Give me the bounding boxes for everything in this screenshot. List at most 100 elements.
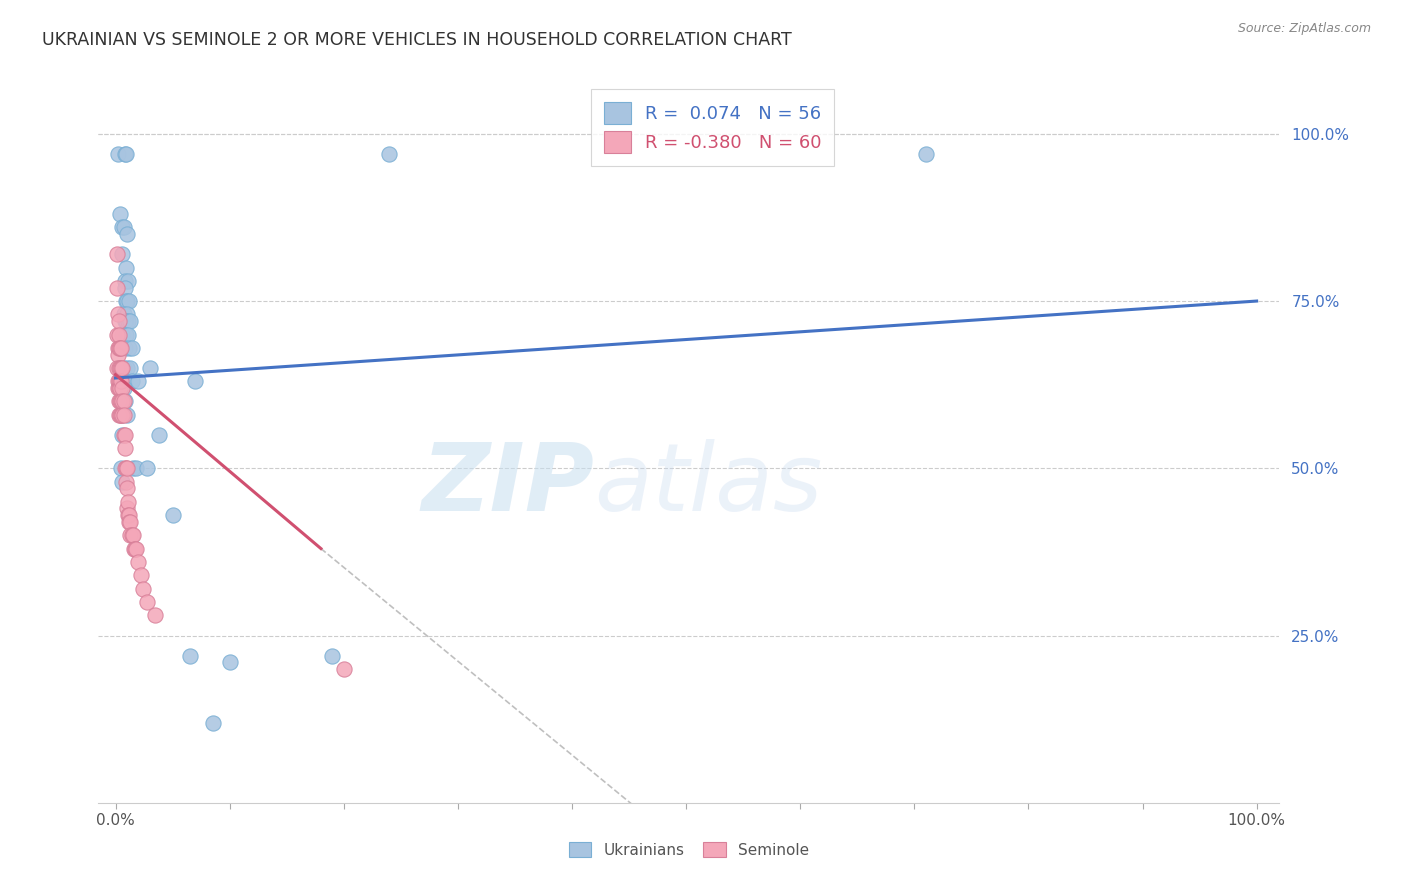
Point xyxy=(114,327,136,342)
Point xyxy=(114,475,136,489)
Point xyxy=(914,147,936,161)
Point xyxy=(114,461,136,475)
Point xyxy=(121,341,143,355)
Point xyxy=(114,442,136,455)
Point xyxy=(117,314,139,328)
Point xyxy=(148,427,170,442)
Point xyxy=(107,348,129,362)
Point xyxy=(112,220,135,235)
Text: atlas: atlas xyxy=(595,440,823,531)
Point xyxy=(110,461,132,475)
Point xyxy=(115,227,138,242)
Point xyxy=(108,408,131,422)
Point xyxy=(112,381,135,395)
Text: UKRAINIAN VS SEMINOLE 2 OR MORE VEHICLES IN HOUSEHOLD CORRELATION CHART: UKRAINIAN VS SEMINOLE 2 OR MORE VEHICLES… xyxy=(42,31,792,49)
Point xyxy=(114,461,136,475)
Point xyxy=(120,515,142,529)
Point xyxy=(114,147,136,161)
Point xyxy=(125,461,148,475)
Point xyxy=(114,274,136,288)
Point xyxy=(108,327,131,342)
Point xyxy=(332,662,354,676)
Point xyxy=(112,307,135,322)
Point xyxy=(114,341,136,355)
Point xyxy=(118,515,141,529)
Point xyxy=(111,247,134,261)
Point xyxy=(108,381,131,395)
Point xyxy=(105,281,128,295)
Point xyxy=(111,394,134,409)
Point xyxy=(139,361,162,376)
Point xyxy=(108,314,131,328)
Point xyxy=(120,314,142,328)
Point xyxy=(112,361,135,376)
Point xyxy=(115,501,138,516)
Point xyxy=(132,582,155,596)
Point xyxy=(114,427,136,442)
Point xyxy=(111,475,134,489)
Point xyxy=(111,408,134,422)
Point xyxy=(145,608,167,623)
Point xyxy=(184,375,207,389)
Point xyxy=(117,274,139,288)
Legend: Ukrainians, Seminole: Ukrainians, Seminole xyxy=(562,836,815,863)
Point xyxy=(115,482,138,496)
Point xyxy=(114,294,136,309)
Point xyxy=(121,461,143,475)
Point xyxy=(115,361,138,376)
Point xyxy=(127,555,149,569)
Point xyxy=(218,655,240,669)
Text: Source: ZipAtlas.com: Source: ZipAtlas.com xyxy=(1237,22,1371,36)
Point xyxy=(110,361,132,376)
Point xyxy=(107,307,129,322)
Point xyxy=(125,541,148,556)
Point xyxy=(111,220,134,235)
Point xyxy=(110,408,132,422)
Text: ZIP: ZIP xyxy=(422,439,595,531)
Point xyxy=(115,461,138,475)
Point xyxy=(121,528,143,542)
Point xyxy=(114,314,136,328)
Point xyxy=(108,408,131,422)
Point xyxy=(110,375,132,389)
Point xyxy=(114,260,136,275)
Point xyxy=(108,381,131,395)
Point xyxy=(115,408,138,422)
Point xyxy=(117,494,139,508)
Point xyxy=(114,394,136,409)
Point xyxy=(111,394,134,409)
Point xyxy=(118,294,141,309)
Point xyxy=(136,461,159,475)
Point xyxy=(117,327,139,342)
Point xyxy=(111,327,134,342)
Point xyxy=(115,307,138,322)
Point xyxy=(118,508,141,523)
Point xyxy=(111,427,134,442)
Point xyxy=(111,361,134,376)
Point xyxy=(107,375,129,389)
Point xyxy=(118,341,141,355)
Point xyxy=(111,375,134,389)
Point xyxy=(108,394,131,409)
Point xyxy=(107,341,129,355)
Point xyxy=(378,147,401,161)
Point xyxy=(112,408,135,422)
Point xyxy=(108,341,131,355)
Point xyxy=(110,341,132,355)
Point xyxy=(114,281,136,295)
Point xyxy=(115,294,138,309)
Point xyxy=(114,375,136,389)
Point xyxy=(108,375,131,389)
Point xyxy=(112,427,135,442)
Point xyxy=(162,508,184,523)
Point xyxy=(105,361,128,376)
Point xyxy=(110,394,132,409)
Point xyxy=(107,381,129,395)
Point xyxy=(122,541,145,556)
Point xyxy=(201,715,224,730)
Point xyxy=(114,147,136,161)
Point xyxy=(108,394,131,409)
Point xyxy=(179,648,201,663)
Point xyxy=(108,207,131,221)
Point xyxy=(108,361,131,376)
